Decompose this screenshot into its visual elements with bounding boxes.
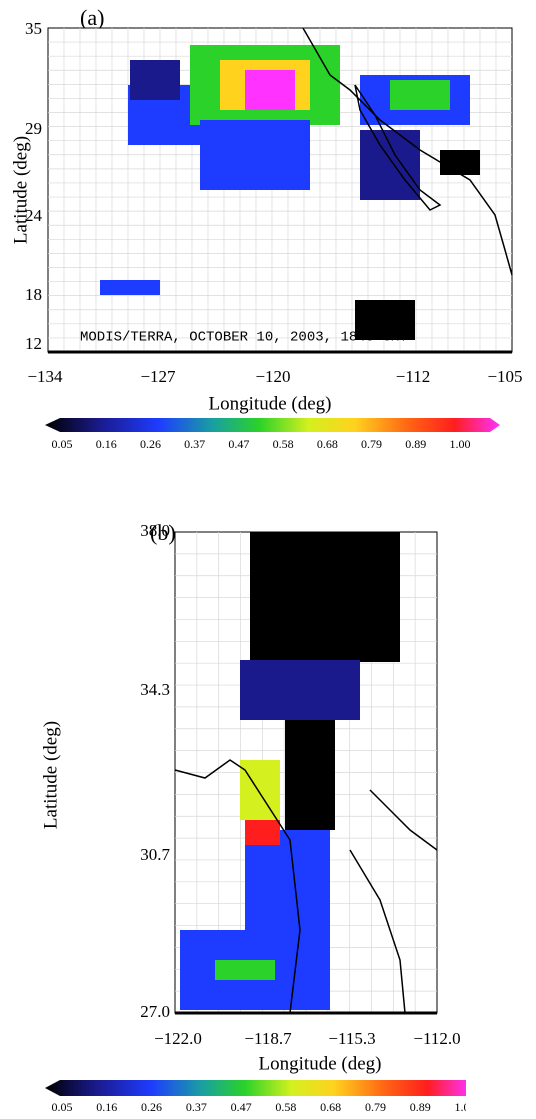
x-tick-label: −112.0 [413, 1029, 460, 1048]
colorbar-tick-label: 0.47 [231, 1100, 252, 1114]
colorbar-tick-label: 0.47 [228, 437, 249, 451]
y-tick-label: 27.0 [140, 1002, 170, 1021]
colorbar-tick-label: 0.68 [317, 437, 338, 451]
colorbar-tick-label: 0.79 [365, 1100, 386, 1114]
colorbar-tick-label: 0.89 [410, 1100, 431, 1114]
panel-a: (a) MODIS/TERRA, OCTOBER 10, 2003, 1840 … [10, 5, 522, 451]
y-tick-label: 30.7 [140, 845, 170, 864]
coastline [302, 27, 513, 276]
colorbar-tick-label: 0.16 [96, 1100, 117, 1114]
colorbar-tick-label: 0.37 [184, 437, 205, 451]
panel-label: (a) [80, 5, 104, 30]
y-tick-label: 38.0 [140, 521, 170, 540]
colorbar-tick-label: 0.58 [275, 1100, 296, 1114]
y-tick-label: 12 [25, 334, 42, 353]
colorbar-tick-label: 0.26 [141, 1100, 162, 1114]
x-axis-label: Longitude (deg) [209, 393, 332, 414]
colorbar-tick-label: 0.89 [405, 437, 426, 451]
panel-label: (b) [150, 520, 176, 545]
y-tick-label: 18 [25, 285, 42, 304]
colorbar-tick-label: 0.58 [273, 437, 294, 451]
colorbar-tick-label: 0.26 [140, 437, 161, 451]
x-tick-label: −112 [396, 367, 430, 386]
annotation: MODIS/TERRA, OCTOBER 10, 2003, 1840 GMT [80, 330, 408, 346]
x-tick-label: −118.7 [244, 1029, 292, 1048]
colorbar-tick-label: 0.37 [186, 1100, 207, 1114]
x-tick-label: −122.0 [154, 1029, 202, 1048]
coastline [354, 84, 442, 211]
y-tick-label: 24 [25, 206, 43, 225]
coastline [349, 789, 438, 1014]
colorbar-tick-label: 0.16 [96, 437, 117, 451]
colorbar [45, 1080, 466, 1096]
colorbar [45, 418, 500, 432]
colorbar-tick-label: 0.68 [320, 1100, 341, 1114]
y-tick-label: 29 [25, 119, 42, 138]
colorbar-tick-label: 0.79 [361, 437, 382, 451]
colorbar-tick-label: 0.05 [52, 1100, 73, 1114]
x-axis-label: Longitude (deg) [259, 1053, 382, 1074]
x-tick-label: −105 [487, 367, 522, 386]
x-tick-label: −120 [255, 367, 290, 386]
aerosol-field [180, 532, 400, 1010]
x-tick-label: −127 [140, 367, 176, 386]
x-tick-label: −134 [27, 367, 63, 386]
y-tick-label: 35 [25, 19, 42, 38]
x-tick-label: −115.3 [328, 1029, 375, 1048]
y-axis-label: Latitude (deg) [40, 721, 61, 829]
colorbar-tick-label: 1.00 [455, 1100, 476, 1114]
y-tick-label: 34.3 [140, 680, 170, 699]
coastline [174, 759, 301, 1014]
y-axis-label: Latitude (deg) [10, 136, 31, 244]
colorbar-tick-label: 0.05 [52, 437, 73, 451]
colorbar-tick-label: 1.00 [450, 437, 471, 451]
panel-b: (b) Longitude (deg) Latitude (deg) −122.… [40, 520, 476, 1114]
